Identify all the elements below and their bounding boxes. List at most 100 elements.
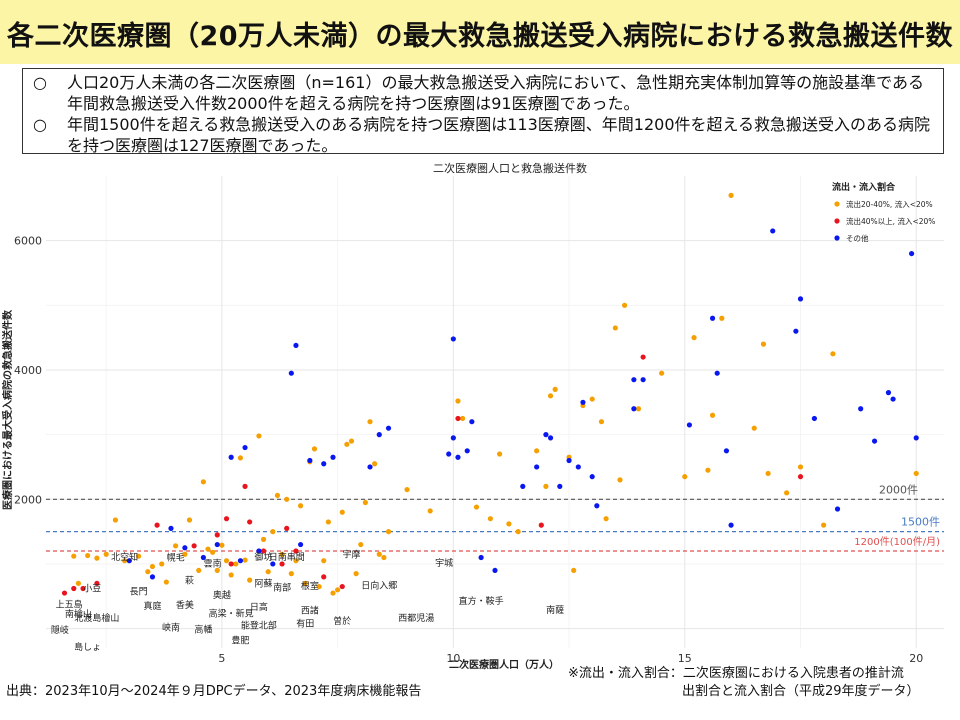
data-point — [344, 441, 350, 447]
point-label: 宇城 — [435, 557, 453, 569]
data-point — [534, 464, 540, 470]
data-point — [75, 580, 82, 586]
data-point — [71, 585, 77, 592]
data-point — [196, 567, 202, 574]
data-point — [353, 571, 359, 577]
legend-swatch — [834, 218, 840, 224]
data-point — [321, 461, 327, 467]
data-point — [575, 464, 581, 470]
data-point — [603, 516, 609, 522]
data-point — [191, 543, 197, 549]
point-label: 能登北部 — [241, 620, 277, 632]
data-point — [464, 448, 470, 454]
data-point — [506, 521, 512, 527]
data-point — [367, 419, 373, 425]
data-point — [348, 438, 355, 444]
data-point — [61, 590, 68, 596]
data-point — [154, 522, 160, 528]
data-point — [571, 567, 577, 574]
legend-label: その他 — [846, 233, 869, 243]
data-point — [233, 561, 239, 567]
data-point — [149, 563, 156, 570]
data-point — [552, 386, 558, 392]
data-point — [200, 479, 206, 485]
data-point — [547, 435, 554, 441]
data-point — [709, 412, 716, 418]
data-point — [765, 470, 771, 477]
data-point — [163, 579, 169, 585]
data-point — [135, 553, 142, 559]
data-point — [557, 483, 563, 489]
point-label: 北空知 — [111, 551, 138, 563]
data-point — [547, 393, 554, 399]
data-point — [686, 422, 693, 428]
data-point — [455, 454, 461, 460]
data-point — [770, 228, 776, 234]
data-point — [182, 551, 188, 557]
data-point — [214, 532, 220, 538]
data-point — [543, 432, 549, 438]
data-point — [534, 448, 540, 454]
data-point — [94, 580, 100, 586]
data-point — [520, 483, 526, 489]
data-point — [376, 551, 382, 557]
point-label: 高梁・新見 — [209, 607, 254, 619]
data-point — [617, 477, 623, 483]
point-label: 直方・鞍手 — [459, 595, 504, 607]
data-point — [288, 571, 294, 577]
data-point — [538, 522, 544, 528]
data-point — [149, 574, 156, 580]
data-point — [427, 508, 433, 514]
data-point — [793, 328, 799, 334]
data-point — [598, 419, 605, 425]
point-label: 西都児湯 — [398, 613, 434, 624]
data-point — [728, 522, 734, 528]
legend-swatch — [834, 235, 840, 241]
data-point — [908, 250, 915, 257]
data-point — [455, 415, 461, 422]
x-tick-label: 10 — [446, 652, 460, 665]
point-label: 阿蘇 — [255, 578, 273, 590]
data-point — [811, 415, 817, 422]
y-tick-label: 4000 — [14, 364, 42, 377]
data-point — [279, 561, 285, 567]
data-point — [242, 483, 248, 489]
data-point — [890, 396, 896, 402]
summary-bullet-2: ○ 年間1500件を超える救急搬送受入のある病院を持つ医療圏は113医療圏、年間… — [31, 114, 933, 156]
point-label: 小豆 — [83, 584, 101, 595]
data-point — [228, 561, 234, 567]
x-tick-label: 15 — [678, 652, 692, 665]
data-point — [242, 444, 248, 451]
point-label: 根室 — [301, 580, 319, 592]
legend-label: 流出20-40%, 流入<20% — [846, 199, 933, 209]
data-point — [284, 496, 290, 502]
data-point — [594, 503, 600, 509]
data-point — [274, 492, 281, 499]
data-point — [270, 529, 276, 535]
data-point — [885, 390, 892, 396]
source-note: 出典：2023年10月～2024年９月DPCデータ、2023年度病床機能報告 — [6, 684, 422, 699]
data-point — [210, 549, 216, 555]
data-point — [719, 315, 725, 321]
data-point — [487, 516, 493, 522]
reference-line-label: 1500件 — [901, 516, 940, 529]
plot-area — [46, 176, 944, 648]
data-point — [450, 336, 456, 342]
data-point — [367, 464, 373, 470]
data-point — [260, 536, 267, 542]
data-point — [94, 555, 100, 561]
data-point — [214, 567, 220, 574]
legend-swatch — [834, 201, 840, 207]
data-point — [126, 558, 132, 564]
data-point — [580, 399, 586, 405]
data-point — [307, 457, 313, 464]
data-point — [311, 446, 318, 452]
data-point — [228, 572, 234, 578]
point-label: 隠岐 — [51, 624, 69, 636]
data-point — [228, 454, 234, 460]
data-point — [321, 558, 327, 564]
y-tick-label: 6000 — [14, 235, 42, 248]
data-point — [270, 561, 276, 567]
